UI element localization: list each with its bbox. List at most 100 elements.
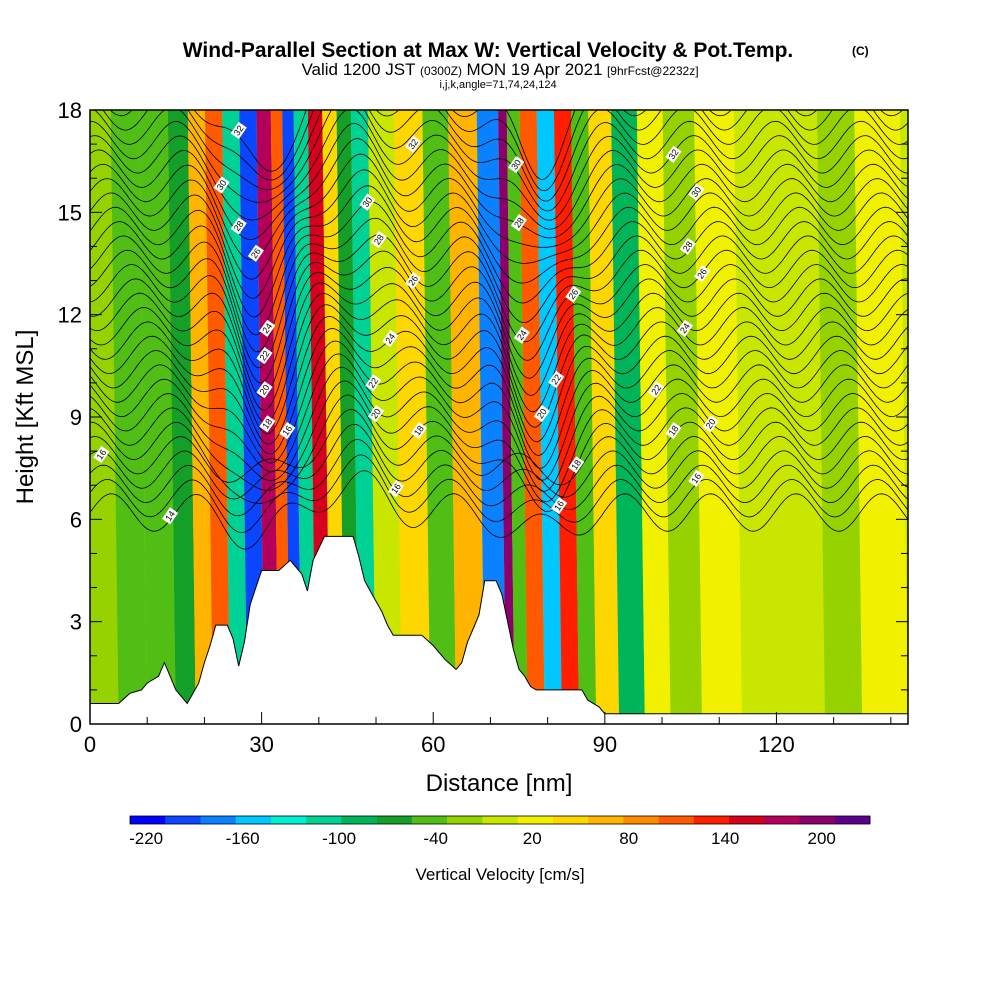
contour-label-bg	[688, 469, 705, 488]
theta-contour-line	[90, 169, 908, 299]
theta-contour-line	[90, 185, 908, 318]
theta-contour-line	[90, 293, 908, 423]
colorbar-swatch	[729, 816, 765, 824]
theta-contour-line	[90, 110, 908, 221]
subtitle-valid: Valid 1200 JST	[301, 60, 415, 79]
theta-contour-line	[90, 470, 908, 550]
contour-label-bg	[213, 176, 230, 194]
contour-label: 14	[161, 507, 179, 525]
contour-label: 32	[405, 135, 422, 153]
colorbar-swatch	[165, 816, 201, 824]
contour-label-bg	[693, 265, 711, 283]
contour-label-bg	[247, 244, 265, 262]
velocity-band	[498, 110, 515, 724]
theta-contour-line	[90, 153, 908, 280]
contour-label: 28	[370, 230, 388, 249]
colorbar-tick-label: -100	[322, 829, 356, 848]
contour-label-bg	[565, 285, 582, 303]
velocity-band	[90, 110, 119, 724]
contour-label-text: 30	[360, 195, 374, 209]
theta-contour-line	[90, 328, 908, 456]
contour-label-bg	[382, 329, 399, 348]
contour-label-text: 18	[412, 424, 426, 438]
theta-contour-line	[90, 423, 908, 500]
y-tick-label: 3	[70, 610, 82, 635]
contour-label-text: 28	[372, 233, 386, 247]
colorbar-tick-label: -220	[129, 829, 163, 848]
colorbar-swatch	[376, 816, 413, 824]
velocity-band	[187, 110, 213, 724]
contour-label: 32	[230, 121, 247, 140]
velocity-band	[636, 110, 671, 724]
contour-label: 16	[550, 497, 568, 515]
contour-label: 20	[533, 404, 551, 423]
colorbar-swatch	[411, 816, 448, 824]
contour-label: 22	[256, 346, 273, 365]
contour-label-bg	[702, 415, 719, 433]
contour-label: 30	[213, 176, 230, 194]
colorbar-tick-label: 140	[711, 829, 739, 848]
colorbar-swatch	[588, 816, 624, 824]
velocity-band	[476, 110, 507, 724]
velocity-band	[110, 110, 148, 724]
contour-label-text: 14	[163, 509, 177, 523]
contour-label-text: 30	[689, 185, 703, 199]
colorbar-swatch	[658, 816, 695, 824]
contour-label-text: 30	[509, 158, 523, 172]
contour-label-bg	[256, 346, 273, 365]
velocity-band	[506, 110, 528, 724]
velocity-band	[571, 110, 597, 724]
contour-label-bg	[648, 381, 665, 399]
colorbar-swatch	[235, 816, 272, 824]
terrain	[89, 535, 909, 725]
contour-label: 30	[359, 193, 376, 211]
theta-contour-line	[90, 394, 908, 513]
contour-label-text: 18	[569, 458, 583, 472]
contour-label: 24	[513, 326, 531, 344]
contour-label: 26	[693, 265, 711, 283]
colorbar-swatch	[306, 816, 342, 824]
y-tick-label: 9	[70, 405, 82, 430]
contour-label-bg	[513, 326, 531, 344]
contour-label: 28	[679, 237, 696, 256]
chart-subtitle-indices: i,j,k,angle=71,74,24,124	[439, 79, 556, 91]
contour-label-text: 20	[369, 407, 383, 421]
y-tick-label: 6	[70, 507, 82, 532]
x-axis-label: Distance [nm]	[426, 770, 573, 797]
chart-title: Wind-Parallel Section at Max W: Vertical…	[183, 39, 794, 62]
contour-label-bg	[230, 121, 247, 140]
contour-label-bg	[688, 183, 705, 201]
x-tick-label: 60	[421, 732, 445, 757]
contour-label: 28	[230, 217, 247, 235]
contour-label: 26	[565, 285, 582, 303]
velocity-band	[139, 110, 176, 724]
velocity-band	[167, 110, 196, 724]
theta-contour-line	[90, 408, 908, 486]
x-tick-label: 120	[758, 732, 795, 757]
velocity-band	[204, 110, 231, 724]
colorbar-swatch	[447, 816, 483, 824]
theta-contour-line	[90, 201, 908, 336]
velocity-band	[611, 110, 645, 724]
colorbar-swatch	[693, 816, 730, 824]
colorbar-swatch	[482, 816, 518, 824]
contour-label-text: 18	[667, 424, 681, 438]
theta-contour-line	[90, 340, 908, 469]
contour-label-text: 30	[215, 178, 229, 192]
theta-contour-line	[90, 304, 908, 435]
contour-label-bg	[405, 135, 422, 153]
contour-label-text: 20	[258, 383, 272, 397]
y-axis-label: Height [Kft MSL]	[12, 330, 39, 505]
contour-label-bg	[365, 374, 382, 392]
contour-label-bg	[676, 319, 694, 337]
theta-contour-line	[90, 282, 908, 411]
velocity-band	[293, 110, 316, 724]
theta-contour-line	[90, 366, 908, 492]
contour-label-text: 28	[681, 239, 695, 253]
contour-label: 16	[93, 445, 110, 464]
contour-label: 18	[259, 415, 276, 433]
contour-label-text: 32	[406, 137, 420, 151]
contour-label-bg	[568, 456, 585, 474]
